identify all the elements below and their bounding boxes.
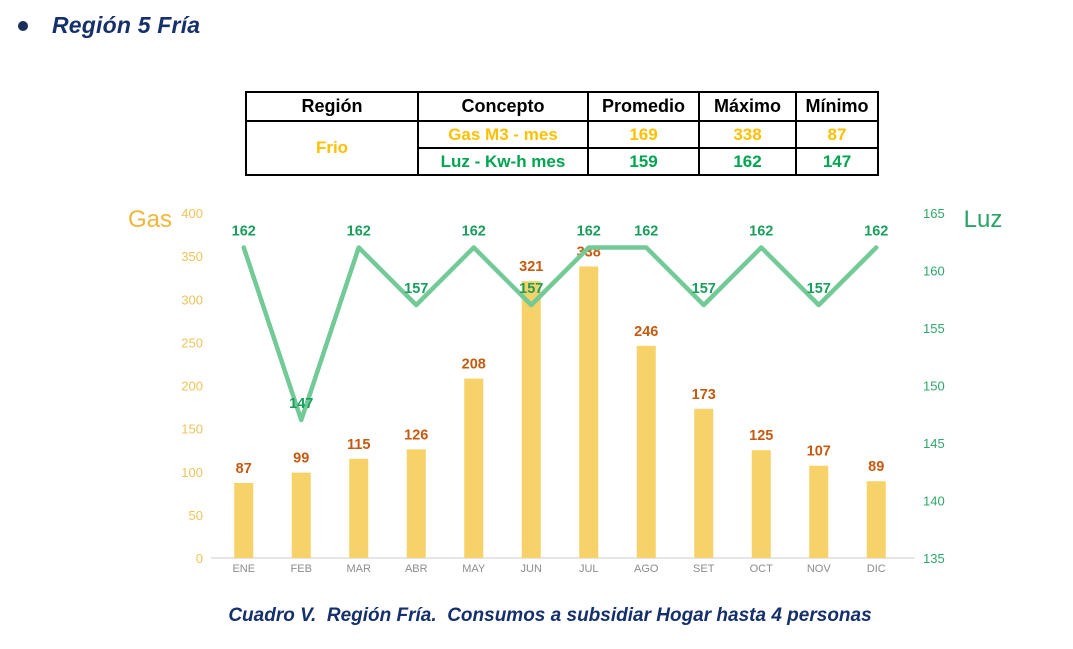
gas-bar-label-AGO: 246 (634, 324, 658, 340)
luz-point-label-SET: 157 (692, 281, 716, 297)
luz-axis-tick: 145 (923, 436, 945, 451)
month-label-ENE: ENE (232, 563, 255, 575)
gas-bar-MAR (349, 458, 369, 558)
month-label-MAY: MAY (462, 563, 486, 575)
region-cell: Frio (245, 120, 419, 176)
luz-minimo-cell: 147 (795, 147, 879, 176)
gas-maximo-cell: 338 (698, 120, 797, 149)
luz-point-label-DIC: 162 (864, 224, 888, 240)
gas-bar-JUN (521, 281, 541, 558)
gas-bar-DIC (866, 481, 886, 558)
gas-bar-FEB (291, 472, 311, 558)
bullet-icon (18, 20, 28, 31)
luz-axis-tick: 135 (923, 551, 945, 566)
gas-bar-SET (694, 408, 714, 558)
title-row: Región 5 Fría (18, 12, 200, 39)
month-label-DIC: DIC (867, 563, 886, 575)
luz-point-label-FEB: 147 (289, 396, 313, 412)
gas-bar-label-ENE: 87 (236, 461, 252, 477)
luz-maximo-cell: 162 (698, 147, 797, 176)
luz-point-label-JUL: 162 (577, 224, 601, 240)
gas-axis-tick: 300 (181, 292, 203, 307)
month-label-JUL: JUL (579, 563, 599, 575)
month-label-MAR: MAR (347, 563, 372, 575)
gas-axis-tick: 400 (181, 206, 203, 221)
luz-line (241, 245, 879, 423)
gas-bar-label-MAY: 208 (462, 357, 486, 373)
luz-axis-tick: 150 (923, 379, 945, 394)
luz-point-label-AGO: 162 (634, 224, 658, 240)
gas-bar-ABR (406, 449, 426, 558)
gas-bar-JUL (579, 266, 599, 558)
gas-axis-tick: 350 (181, 249, 203, 264)
luz-point-label-MAR: 162 (347, 224, 371, 240)
page-title: Región 5 Fría (52, 12, 201, 38)
table-row-luz: Luz - Kw-h mes 159 162 147 (246, 147, 879, 176)
luz-concepto-cell: Luz - Kw-h mes (417, 147, 589, 176)
gas-axis-title: Gas (128, 206, 172, 233)
luz-point-label-MAY: 162 (462, 224, 486, 240)
gas-axis-tick: 100 (181, 465, 203, 480)
month-label-NOV: NOV (807, 563, 832, 575)
table-row-gas: Frio Gas M3 - mes 169 338 87 (245, 120, 879, 176)
gas-bar-OCT (751, 450, 771, 558)
luz-axis-tick: 165 (923, 206, 945, 221)
luz-point-label-OCT: 162 (749, 224, 773, 240)
gas-bar-label-OCT: 125 (749, 428, 773, 444)
month-label-OCT: OCT (750, 563, 774, 575)
caption: Cuadro V. Región Fría. Consumos a subsid… (228, 605, 872, 626)
month-label-ABR: ABR (405, 563, 428, 575)
luz-point-label-JUN: 157 (519, 281, 543, 297)
luz-point-label-NOV: 157 (807, 281, 831, 297)
gas-promedio-cell: 169 (587, 120, 700, 149)
gas-concepto-cell: Gas M3 - mes (417, 120, 589, 149)
gas-axis-tick: 0 (196, 551, 203, 566)
gas-bar-NOV (809, 465, 829, 558)
gas-axis-tick: 200 (181, 379, 203, 394)
luz-promedio-cell: 159 (587, 147, 700, 176)
month-label-SET: SET (693, 563, 715, 575)
gas-bar-label-JUN: 321 (519, 259, 543, 275)
header-promedio: Promedio (587, 91, 700, 122)
combo-chart-svg: Gas Luz 0 50 100 150 200 250 300 350 400 135 140 145 1… (128, 206, 1003, 575)
gas-bar-label-MAR: 115 (347, 437, 370, 453)
summary-table: Región Concepto Promedio Máximo Mínimo F… (245, 91, 879, 176)
gas-bar-ENE (234, 482, 254, 558)
luz-point-label-ABR: 157 (404, 281, 428, 297)
luz-axis-tick: 155 (923, 321, 945, 336)
header-concepto: Concepto (417, 91, 589, 122)
header-maximo: Máximo (698, 91, 797, 122)
gas-bar-label-SET: 173 (692, 387, 716, 403)
gas-bar-MAY (464, 378, 484, 558)
gas-axis-tick: 250 (181, 335, 203, 350)
month-label-JUN: JUN (521, 563, 542, 575)
luz-axis-tick: 160 (923, 264, 945, 279)
month-label-FEB: FEB (291, 563, 312, 575)
gas-bar-label-FEB: 99 (293, 451, 309, 467)
gas-bar-label-NOV: 107 (807, 444, 831, 460)
luz-axis-tick: 140 (923, 494, 945, 509)
month-label-AGO: AGO (634, 563, 659, 575)
combo-chart: Gas Luz 0 50 100 150 200 250 300 350 400 135 140 145 1… (115, 195, 1015, 585)
gas-minimo-cell: 87 (795, 120, 879, 149)
gas-bar-AGO (636, 345, 656, 558)
gas-bar-label-ABR: 126 (404, 427, 428, 443)
luz-axis-title: Luz (964, 206, 1003, 233)
gas-axis-tick: 150 (181, 422, 203, 437)
header-minimo: Mínimo (795, 91, 879, 122)
table-header-row: Región Concepto Promedio Máximo Mínimo (245, 91, 879, 122)
gas-axis-tick: 50 (189, 508, 203, 523)
luz-point-label-ENE: 162 (232, 224, 256, 240)
header-region: Región (245, 91, 419, 122)
gas-bar-label-DIC: 89 (868, 459, 884, 475)
